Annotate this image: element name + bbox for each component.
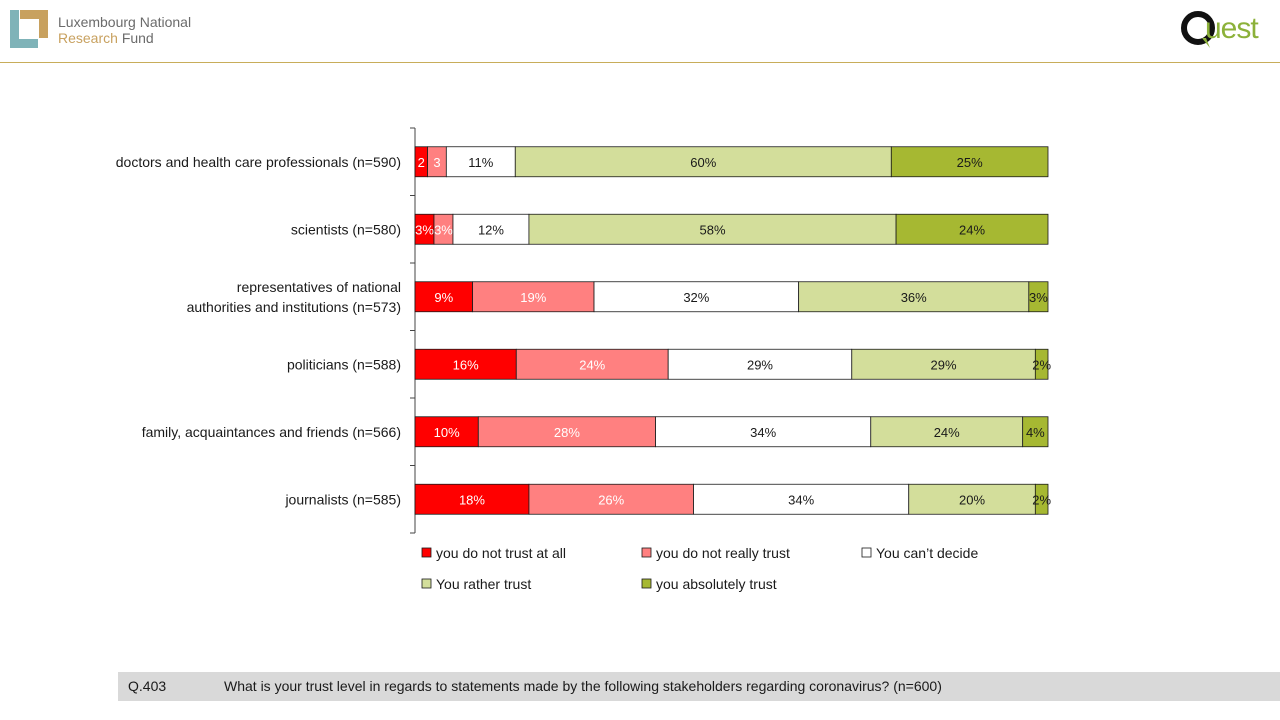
legend-swatch (421, 578, 432, 589)
data-label: 19% (520, 290, 546, 305)
lnrf-logo-icon (10, 10, 48, 48)
data-label: 32% (683, 290, 709, 305)
bar-segment (908, 483, 1036, 515)
category-label: scientists (n=580) (291, 221, 401, 237)
category-label: journalists (n=585) (284, 491, 401, 507)
data-label: 4% (1026, 425, 1045, 440)
data-label: 2% (1032, 357, 1051, 372)
bar-segment (414, 348, 517, 380)
data-label: 34% (750, 425, 776, 440)
legend-label: You can’t decide (876, 545, 978, 561)
question-text: What is your trust level in regards to s… (224, 678, 942, 694)
org-name-word-fund: Fund (121, 30, 154, 46)
header: Luxembourg National Research Fund uest (0, 0, 1280, 64)
bar-segment (515, 348, 669, 380)
data-label: 20% (959, 492, 985, 507)
legend-label: you do not really trust (656, 545, 790, 561)
bar-segment (445, 146, 516, 178)
question-id: Q.403 (128, 678, 167, 694)
bar-segment (1034, 483, 1049, 515)
bar-segment (472, 281, 595, 313)
bar-segment (414, 281, 473, 313)
quest-logo-text: uest (1205, 12, 1259, 45)
bar-segment (528, 483, 694, 515)
data-label: 58% (699, 222, 725, 237)
data-label: 24% (934, 425, 960, 440)
legend-swatch (421, 547, 432, 558)
org-name-line2: Research Fund (58, 30, 191, 46)
org-name-word-research: Research (58, 30, 118, 46)
bar-segment (870, 416, 1024, 448)
bar-segment (895, 213, 1049, 245)
stacked-bar-chart: 2 3 11% 60% 25%3% 3% 12% 58% 24%9% 19% 32% 36% 3%16%… (116, 127, 1052, 592)
legend-label: you absolutely trust (656, 576, 777, 592)
bar-segment (1034, 348, 1049, 380)
legend-label: you do not trust at all (436, 545, 566, 561)
data-label: 24% (959, 222, 985, 237)
data-label: 60% (690, 155, 716, 170)
bar-segment (1022, 416, 1049, 448)
org-name-line1: Luxembourg National (58, 14, 192, 30)
data-label: 28% (554, 425, 580, 440)
data-label: 29% (747, 357, 773, 372)
data-label: 25% (957, 155, 983, 170)
data-label: 36% (901, 290, 927, 305)
category-label: politicians (n=588) (287, 356, 401, 372)
data-label: 12% (478, 222, 504, 237)
legend-swatch (641, 547, 652, 558)
bar-segment (414, 416, 479, 448)
bar-segment (667, 348, 853, 380)
bar-segment (528, 213, 897, 245)
data-label: 2% (1032, 492, 1051, 507)
data-label: 10% (434, 425, 460, 440)
bar-segment (477, 416, 656, 448)
data-label: 3% (1029, 290, 1048, 305)
category-label: authorities and institutions (n=573) (187, 299, 401, 315)
data-label: 2 (418, 155, 425, 170)
data-label: 3% (415, 222, 434, 237)
legend-swatch (641, 578, 652, 589)
category-label: family, acquaintances and friends (n=566… (142, 424, 401, 440)
data-label: 11% (468, 155, 493, 170)
header-divider (0, 62, 1280, 63)
bar-segment (890, 146, 1049, 178)
data-label: 3% (434, 222, 453, 237)
quest-logo-icon (1181, 11, 1215, 48)
question-footer: Q.403 What is your trust level in regard… (118, 672, 1280, 701)
legend-swatch (861, 547, 872, 558)
category-label: doctors and health care professionals (n… (116, 154, 401, 170)
organization-name: Luxembourg National Research Fund (58, 14, 191, 46)
data-label: 3 (433, 155, 440, 170)
data-label: 34% (788, 492, 814, 507)
legend-label: You rather trust (436, 576, 531, 592)
data-label: 9% (434, 290, 453, 305)
bar-segment (514, 146, 892, 178)
data-label: 26% (598, 492, 624, 507)
category-label: representatives of national (237, 279, 401, 295)
data-label: 24% (579, 357, 605, 372)
data-label: 18% (459, 492, 485, 507)
bar-segment (1028, 281, 1049, 313)
bar-segment (452, 213, 530, 245)
data-label: 16% (453, 357, 479, 372)
data-label: 29% (931, 357, 957, 372)
bar-segment (414, 483, 530, 515)
